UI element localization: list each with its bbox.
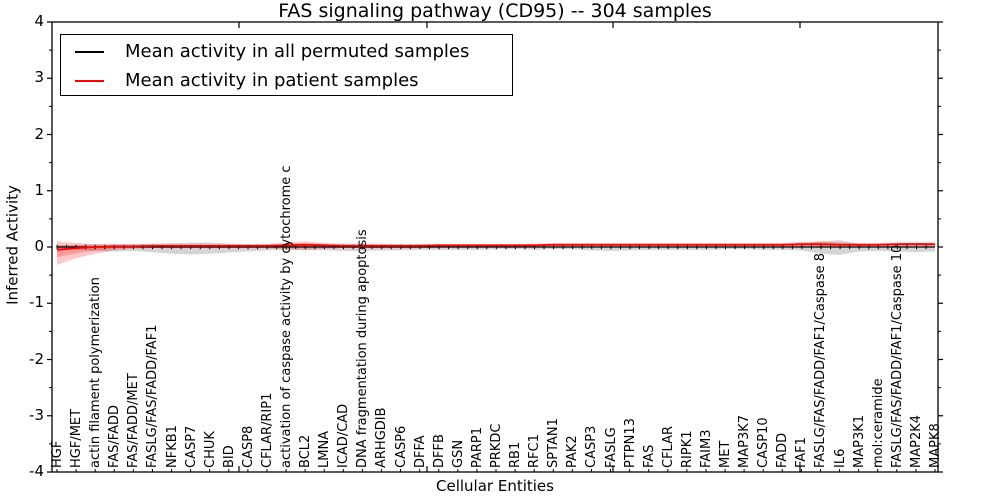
x-category-label: FAF1 bbox=[794, 437, 810, 468]
x-category-label: BCL2 bbox=[298, 434, 314, 468]
y-tick-label: 4 bbox=[34, 12, 44, 30]
chart-title: FAS signaling pathway (CD95) -- 304 samp… bbox=[278, 0, 712, 22]
y-tick-label: 2 bbox=[34, 124, 44, 143]
x-category-label: FASLG/FAS/FADD/FAF1/Caspase 10 bbox=[889, 244, 905, 468]
x-axis-label: Cellular Entities bbox=[436, 477, 554, 495]
x-category-label: CFLAR/RIP1 bbox=[259, 392, 275, 468]
x-category-label: PRKDC bbox=[489, 423, 504, 468]
x-category-label: activation of caspase activity by cytoch… bbox=[279, 165, 295, 468]
x-category-label: MET bbox=[718, 440, 734, 468]
x-category-label: CHUK bbox=[202, 431, 218, 468]
y-tick-label: 1 bbox=[34, 180, 44, 199]
legend-item-permuted: Mean activity in all permuted samples bbox=[61, 37, 512, 67]
x-category-label: LMNA bbox=[317, 430, 333, 468]
legend-label: Mean activity in patient samples bbox=[125, 70, 419, 91]
y-tick-label: 0 bbox=[34, 237, 44, 255]
x-category-label: CASP3 bbox=[584, 425, 600, 468]
x-category-label: CASP6 bbox=[393, 425, 409, 468]
x-category-label: MAP3K1 bbox=[851, 414, 867, 468]
x-category-label: FASLG bbox=[603, 427, 619, 468]
x-category-label: GSN bbox=[450, 439, 466, 468]
permuted-line-swatch bbox=[75, 51, 104, 53]
x-category-label: CASP8 bbox=[240, 425, 256, 468]
x-category-label: MAPK8 bbox=[928, 423, 943, 468]
x-category-label: BID bbox=[221, 445, 237, 468]
x-category-label: HGF/MET bbox=[69, 408, 85, 468]
x-category-label: PARP1 bbox=[469, 426, 485, 468]
x-category-label: RB1 bbox=[508, 441, 524, 468]
x-category-label: FAS/FADD bbox=[107, 404, 123, 468]
x-category-label: RFC1 bbox=[527, 434, 543, 468]
y-tick-label: -3 bbox=[29, 405, 44, 424]
x-category-label: ARHGDIB bbox=[374, 407, 390, 468]
y-tick-label: -1 bbox=[29, 293, 44, 312]
patient-line-swatch bbox=[75, 80, 104, 82]
x-category-label: RIPK1 bbox=[679, 430, 695, 468]
x-category-label: PTPN13 bbox=[622, 418, 638, 468]
x-category-label: HGF bbox=[50, 440, 65, 468]
x-category-label: DNA fragmentation during apoptosis bbox=[355, 229, 371, 468]
x-category-label: IL6 bbox=[832, 448, 848, 468]
y-tick-label: 3 bbox=[34, 68, 44, 87]
y-tick-label: -2 bbox=[29, 349, 44, 368]
legend-item-patient: Mean activity in patient samples bbox=[61, 66, 512, 96]
x-category-label: FAS bbox=[641, 444, 657, 468]
patient-mean-line bbox=[56, 243, 935, 251]
x-category-label: DFFA bbox=[412, 435, 428, 468]
x-category-label: SPTAN1 bbox=[546, 418, 562, 468]
x-category-label: CASP10 bbox=[756, 417, 772, 468]
x-category-label: CASP7 bbox=[183, 425, 199, 468]
y-tick-label: -4 bbox=[29, 462, 44, 480]
x-category-label: DFFB bbox=[431, 434, 447, 468]
x-category-label: PAK2 bbox=[565, 435, 581, 468]
x-category-label: actin filament polymerization bbox=[88, 277, 104, 468]
x-category-label: FASLG/FAS/FADD/FAF1 bbox=[145, 324, 161, 468]
x-category-label: FASLG/FAS/FADD/FAF1/Caspase 8 bbox=[813, 252, 829, 468]
legend: Mean activity in all permuted samples Me… bbox=[60, 34, 513, 96]
x-category-label: MAP3K7 bbox=[737, 414, 753, 468]
x-category-label: NFKB1 bbox=[164, 425, 180, 468]
x-category-label: FAS/FADD/MET bbox=[126, 373, 142, 468]
x-category-label: FADD bbox=[775, 432, 791, 468]
x-category-label: FAIM3 bbox=[698, 429, 714, 469]
x-category-label: CFLAR bbox=[660, 425, 676, 468]
x-category-label: mol:ceramide bbox=[870, 378, 886, 468]
x-category-label: ICAD/CAD bbox=[336, 403, 352, 468]
x-category-label: MAP2K4 bbox=[908, 414, 924, 468]
legend-label: Mean activity in all permuted samples bbox=[125, 41, 470, 62]
